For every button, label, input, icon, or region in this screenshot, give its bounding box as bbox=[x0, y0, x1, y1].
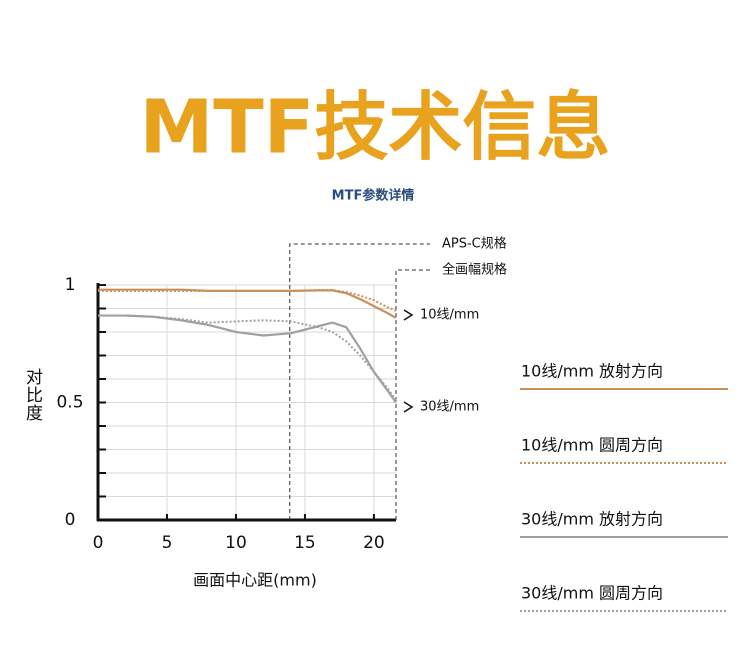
marker-label: APS-C规格 bbox=[442, 236, 507, 252]
curve-label: 30线/mm bbox=[420, 400, 479, 415]
title: MTF技术信息 bbox=[140, 85, 611, 171]
arrow bbox=[403, 401, 414, 413]
legend-label: 10线/mm 放射方向 bbox=[521, 362, 663, 381]
x-axis-label: 画面中心距(mm) bbox=[193, 571, 317, 590]
series-line bbox=[98, 314, 397, 404]
legend-label: 10线/mm 圆周方向 bbox=[521, 436, 663, 455]
series-line bbox=[98, 314, 397, 401]
y-tick-label: 0.5 bbox=[56, 393, 83, 413]
arrow bbox=[403, 309, 414, 321]
curve-label: 10线/mm bbox=[420, 308, 479, 323]
series-line bbox=[98, 289, 397, 312]
x-tick-label: 10 bbox=[225, 533, 247, 553]
marker-line bbox=[289, 243, 430, 520]
x-tick-label: 20 bbox=[363, 533, 385, 553]
x-tick-label: 5 bbox=[162, 533, 173, 553]
legend-label: 30线/mm 圆周方向 bbox=[521, 584, 663, 603]
x-tick-label: 15 bbox=[294, 533, 316, 553]
y-axis-label: 对比度 bbox=[22, 368, 42, 422]
y-tick-label: 1 bbox=[65, 275, 76, 295]
marker-label: 全画幅规格 bbox=[442, 262, 507, 278]
subtitle: MTF参数详情 bbox=[332, 188, 415, 204]
y-tick-label: 0 bbox=[65, 510, 76, 530]
x-tick-label: 0 bbox=[93, 533, 104, 553]
legend-label: 30线/mm 放射方向 bbox=[521, 510, 663, 529]
